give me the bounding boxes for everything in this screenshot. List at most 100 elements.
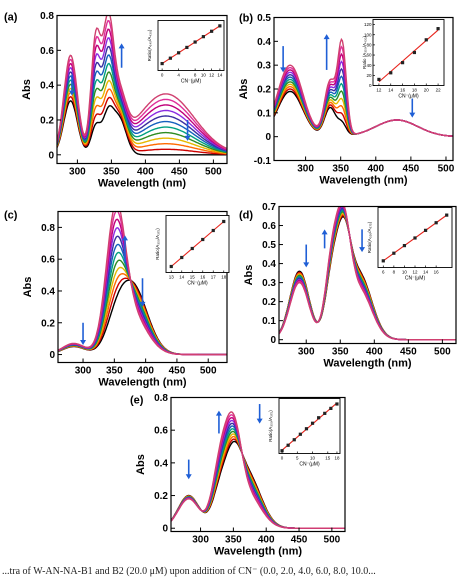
y-tick-label: 0.1 [257, 108, 271, 119]
change-arrow-head [323, 34, 330, 40]
panel-label: (c) [4, 210, 18, 222]
inset-point [413, 236, 417, 240]
x-tick-label: 300 [192, 535, 209, 546]
x-tick-label: 400 [258, 535, 275, 546]
y-axis-label: Abs [238, 79, 250, 100]
spectrum-line [57, 15, 227, 149]
inset-x-tick-label: 12 [376, 88, 382, 93]
spectrum-line [58, 211, 227, 356]
inset-x-tick-label: 22 [436, 88, 442, 93]
x-tick-label: 350 [332, 164, 349, 175]
change-arrow-head [321, 229, 328, 235]
inset-x-tick-label: 16 [400, 88, 406, 93]
inset-point [392, 251, 396, 255]
spectrum-line [57, 96, 227, 155]
spectra-group [279, 206, 456, 341]
chart-panel: 300 350 400 450 500 0 0.1 0.2 0.3 0.4 0.5 0.6 0.7 Wav… [239, 202, 457, 370]
x-tick-label: 350 [103, 167, 120, 178]
x-tick-label: 500 [324, 535, 341, 546]
spectrum-line [57, 88, 227, 155]
y-tick-label: 0.8 [40, 11, 54, 22]
x-tick-label: 400 [137, 366, 154, 377]
panel-label: (a) [4, 12, 18, 24]
panel-label: (d) [239, 210, 253, 222]
x-tick-label: 450 [291, 535, 308, 546]
inset-x-tick-label: 16 [200, 275, 206, 280]
panel-label: (b) [239, 13, 253, 25]
change-arrow-head [184, 135, 191, 141]
spectrum-line [57, 100, 227, 156]
inset-x-tick-label: 8 [393, 270, 396, 275]
inset-x-tick-label: 4 [177, 73, 180, 78]
inset-point [304, 427, 309, 431]
inset-y-tick-label: 60 [366, 53, 372, 58]
inset-chart: 6 8 10 12 14 16 CN⁻(μM) Ratio(A₃₅₀/A₃₇₅) [367, 207, 453, 282]
y-tick-label: 0.3 [262, 278, 276, 289]
y-axis-label: Abs [243, 265, 255, 286]
y-axis-label: Abs [21, 79, 33, 100]
spectrum-line [57, 19, 227, 150]
x-tick-label: 400 [366, 347, 383, 358]
inset-point [169, 264, 173, 269]
inset-point [201, 35, 205, 39]
inset-point [436, 27, 440, 31]
inset-fit-line [378, 29, 439, 83]
y-tick-label: 0.2 [257, 85, 271, 96]
y-tick-label: 0.2 [41, 318, 55, 329]
inset-point [381, 259, 385, 263]
inset-x-label: CN⁻(μM) [181, 79, 202, 85]
inset-x-tick-label: 12 [209, 73, 215, 78]
change-arrow-head [121, 235, 128, 241]
inset-chart: 0 4 8 10 12 14 CN⁻(μM) Ratio(A₃₄₅/A₄₃₀) [147, 20, 225, 85]
inset-point [218, 24, 222, 28]
inset-x-tick-label: 10 [310, 456, 316, 461]
y-tick-label: 0.2 [262, 297, 276, 308]
change-arrow-head [359, 247, 366, 253]
inset-x-tick-label: 18 [334, 456, 340, 461]
y-tick-label: 0.1 [262, 316, 276, 327]
spectrum-line [57, 28, 227, 151]
y-tick-label: 0.6 [262, 221, 276, 232]
y-tick-label: 0.4 [40, 81, 54, 92]
inset-x-tick-label: 17 [211, 275, 217, 280]
spectra-group [171, 411, 345, 529]
inset-x-tick-label: 20 [424, 88, 430, 93]
figure-caption: ...tra of W-AN-NA-B1 and B2 (20.0 μM) up… [2, 566, 376, 577]
inset-frame [165, 215, 230, 273]
change-arrow-head [215, 410, 222, 416]
inset-point [389, 71, 393, 75]
spectrum-line [57, 54, 227, 152]
x-axis-label: Wavelength (nm) [98, 377, 187, 389]
spectrum-line [57, 62, 227, 153]
inset-x-tick-label: 0 [281, 456, 284, 461]
inset-y-tick-label: 120 [364, 22, 372, 27]
inset-x-tick-label: 10 [402, 270, 408, 275]
x-tick-label: 500 [200, 366, 217, 377]
spectrum-line [279, 206, 456, 341]
spectrum-line [57, 45, 227, 152]
inset-point [423, 228, 428, 232]
y-tick-label: 0.4 [154, 458, 168, 469]
inset-y-tick-label: 40 [366, 63, 372, 68]
x-tick-label: 450 [403, 164, 420, 175]
inset-chart: 0 5 10 15 18 CN⁻(μM) Ratio(A₃₅₀/A₃₇₅) [268, 398, 341, 468]
spectrum-line [57, 37, 227, 151]
inset-x-tick-label: 15 [190, 275, 196, 280]
inset-x-tick-label: 13 [169, 275, 175, 280]
change-arrow-head [256, 418, 263, 424]
y-tick-label: 0.4 [41, 286, 55, 297]
inset-x-tick-label: 18 [221, 275, 227, 280]
y-tick-label: 0 [48, 150, 54, 161]
inset-x-tick-label: 15 [325, 456, 331, 461]
inset-x-tick-label: 10 [201, 73, 207, 78]
x-axis-label: Wavelength (nm) [319, 175, 408, 187]
inset-point [323, 411, 327, 415]
inset-x-tick-label: 18 [412, 88, 418, 93]
y-tick-label: 0.8 [41, 223, 55, 234]
inset-y-label: Ratio(A₃₄₅/A₄₃₀) [147, 29, 152, 61]
inset-point [402, 243, 407, 248]
inset-point [280, 449, 284, 453]
x-tick-label: 300 [75, 366, 92, 377]
x-tick-label: 500 [434, 347, 451, 358]
